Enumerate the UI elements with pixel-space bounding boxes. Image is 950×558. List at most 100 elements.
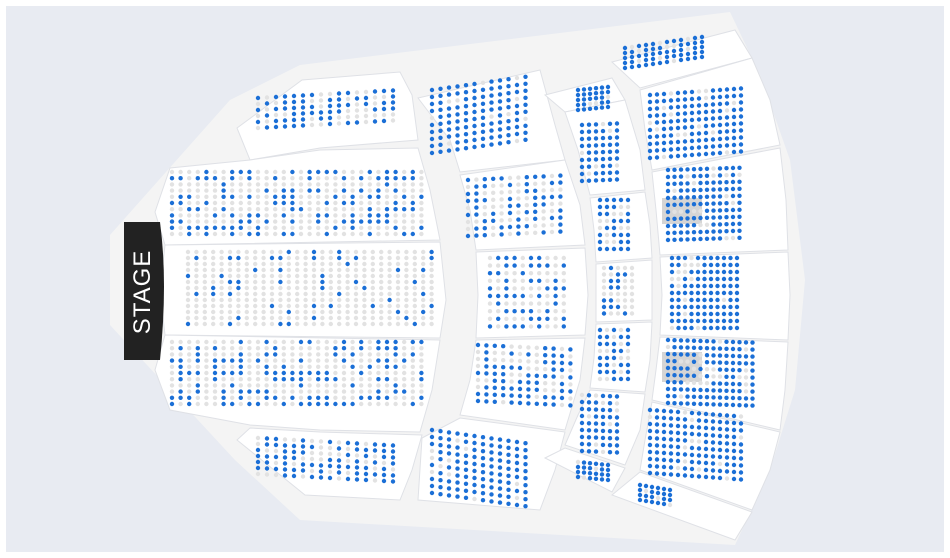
- seat-available[interactable]: [516, 203, 521, 208]
- seat-available[interactable]: [717, 194, 723, 199]
- seat-available[interactable]: [446, 85, 452, 90]
- seat-available[interactable]: [278, 267, 283, 273]
- seat-available[interactable]: [737, 361, 742, 366]
- seat-available[interactable]: [393, 207, 398, 212]
- seat-available[interactable]: [474, 212, 479, 217]
- seat-available[interactable]: [675, 118, 681, 124]
- seat-available[interactable]: [593, 461, 599, 466]
- seat-available[interactable]: [695, 276, 701, 282]
- seat-available[interactable]: [738, 142, 744, 147]
- seat-available[interactable]: [586, 442, 592, 447]
- seat-available[interactable]: [528, 263, 534, 268]
- seat-available[interactable]: [553, 278, 558, 283]
- seat-available[interactable]: [625, 211, 631, 217]
- seat-available[interactable]: [696, 474, 702, 479]
- seat-available[interactable]: [298, 339, 304, 345]
- seat-available[interactable]: [678, 216, 684, 221]
- seat-available[interactable]: [316, 377, 321, 382]
- seat-available[interactable]: [341, 358, 347, 363]
- seat-available[interactable]: [675, 111, 681, 117]
- seat-available[interactable]: [227, 291, 233, 297]
- seat-available[interactable]: [678, 352, 684, 357]
- seat-available[interactable]: [178, 219, 183, 224]
- seat-available[interactable]: [463, 467, 469, 472]
- seat-available[interactable]: [309, 104, 315, 110]
- seat-available[interactable]: [390, 479, 396, 484]
- seat-available[interactable]: [238, 370, 243, 376]
- seat-available[interactable]: [484, 385, 489, 390]
- seat-available[interactable]: [710, 102, 716, 107]
- seat-available[interactable]: [738, 128, 744, 133]
- seat-available[interactable]: [731, 128, 737, 134]
- seat-available[interactable]: [730, 179, 736, 185]
- seat-available[interactable]: [611, 232, 617, 238]
- seat-available[interactable]: [611, 355, 617, 361]
- seat-available[interactable]: [731, 114, 737, 120]
- seat-available[interactable]: [665, 379, 671, 385]
- seat-available[interactable]: [579, 427, 585, 433]
- seat-available[interactable]: [497, 127, 503, 132]
- seat-available[interactable]: [393, 352, 398, 357]
- seat-available[interactable]: [643, 42, 649, 48]
- seat-available[interactable]: [698, 401, 703, 407]
- seat-available[interactable]: [354, 441, 360, 446]
- seat-available[interactable]: [682, 118, 688, 123]
- seat-available[interactable]: [665, 365, 671, 371]
- seat-available[interactable]: [750, 354, 755, 359]
- seat-available[interactable]: [480, 484, 486, 489]
- seat-available[interactable]: [345, 440, 351, 446]
- seat-available[interactable]: [376, 213, 381, 218]
- seat-available[interactable]: [618, 246, 624, 252]
- seat-available[interactable]: [514, 103, 520, 109]
- seat-available[interactable]: [402, 176, 407, 181]
- seat-available[interactable]: [475, 342, 481, 348]
- seat-available[interactable]: [509, 351, 514, 356]
- seat-available[interactable]: [286, 249, 291, 255]
- seat-available[interactable]: [404, 315, 409, 321]
- seat-available[interactable]: [696, 453, 702, 458]
- seat-available[interactable]: [668, 154, 674, 159]
- seat-available[interactable]: [316, 395, 321, 400]
- seat-available[interactable]: [614, 415, 620, 420]
- seat-available[interactable]: [685, 230, 690, 235]
- seat-available[interactable]: [204, 231, 209, 237]
- seat-available[interactable]: [300, 117, 306, 122]
- seat-available[interactable]: [685, 181, 690, 186]
- seat-available[interactable]: [579, 399, 585, 405]
- seat-available[interactable]: [691, 167, 697, 172]
- seat-available[interactable]: [708, 269, 714, 275]
- seat-available[interactable]: [281, 364, 286, 369]
- seat-available[interactable]: [668, 458, 674, 463]
- seat-available[interactable]: [696, 110, 702, 115]
- seat-available[interactable]: [497, 113, 503, 118]
- seat-available[interactable]: [614, 422, 620, 427]
- seat-available[interactable]: [608, 285, 614, 290]
- seat-available[interactable]: [696, 152, 702, 157]
- seat-available[interactable]: [703, 116, 709, 122]
- seat-available[interactable]: [438, 149, 443, 154]
- seat-available[interactable]: [676, 311, 681, 317]
- seat-available[interactable]: [504, 255, 509, 261]
- seat-available[interactable]: [587, 96, 593, 102]
- seat-available[interactable]: [429, 101, 435, 107]
- seat-available[interactable]: [711, 215, 716, 220]
- seat-available[interactable]: [504, 263, 509, 268]
- seat-available[interactable]: [650, 51, 656, 57]
- seat-available[interactable]: [730, 186, 736, 192]
- seat-available[interactable]: [363, 95, 369, 101]
- seat-available[interactable]: [497, 458, 503, 463]
- section-upper-balcony-1[interactable]: [639, 57, 781, 171]
- seat-available[interactable]: [558, 194, 563, 199]
- seat-available[interactable]: [541, 202, 546, 207]
- seat-available[interactable]: [558, 180, 563, 185]
- seat-available[interactable]: [282, 449, 288, 454]
- seat-available[interactable]: [559, 395, 565, 401]
- seat-available[interactable]: [504, 293, 509, 299]
- seat-available[interactable]: [559, 367, 565, 373]
- seat-available[interactable]: [728, 276, 733, 282]
- seat-available[interactable]: [730, 207, 736, 213]
- seat-available[interactable]: [255, 465, 261, 471]
- seat-available[interactable]: [465, 198, 471, 204]
- seat-available[interactable]: [489, 464, 494, 469]
- seat-available[interactable]: [402, 358, 407, 363]
